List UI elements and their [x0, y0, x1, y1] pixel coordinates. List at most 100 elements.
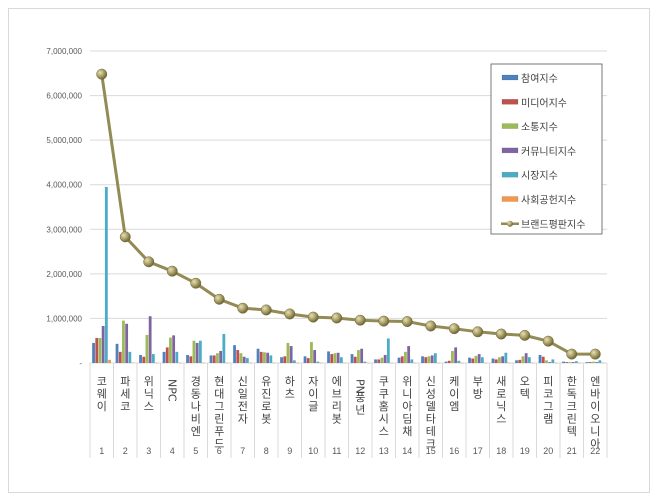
svg-text:비: 비 [191, 413, 201, 426]
bar [424, 357, 428, 363]
bar-series [92, 186, 605, 364]
svg-text:PN: PN [353, 379, 366, 394]
bar [225, 362, 229, 364]
svg-text:타: 타 [426, 413, 436, 426]
svg-text:스: 스 [496, 413, 506, 426]
x-rank-number: 8 [264, 446, 269, 456]
bar [484, 362, 487, 364]
svg-text:엔: 엔 [191, 425, 201, 438]
bar [192, 340, 196, 363]
x-rank-number: 17 [473, 446, 483, 456]
x-category-label: 파세코 [120, 375, 130, 413]
y-tick-label: 3,000,000 [46, 225, 82, 234]
bar [195, 342, 199, 363]
bar [339, 357, 343, 363]
svg-text:테: 테 [426, 425, 436, 438]
svg-text:NPC: NPC [165, 379, 178, 402]
svg-text:일: 일 [238, 387, 248, 401]
x-rank-number: 20 [543, 446, 553, 456]
x-rank-number: 12 [355, 446, 365, 456]
svg-text:글: 글 [308, 400, 318, 413]
bar [407, 346, 411, 363]
bar [165, 347, 169, 363]
bar [101, 326, 105, 363]
bar [98, 338, 102, 363]
line-marker [331, 312, 343, 324]
legend-item: 미디어지수 [501, 97, 567, 109]
bar [451, 350, 454, 363]
x-category-label: 오텍 [520, 375, 530, 401]
svg-text:쿠: 쿠 [379, 388, 389, 401]
legend-item: 사회공헌지수 [501, 195, 576, 207]
bar [131, 362, 135, 364]
svg-text:이: 이 [97, 400, 107, 413]
bar [562, 361, 565, 363]
bar [162, 351, 166, 363]
bar [404, 351, 407, 363]
svg-text:닉: 닉 [496, 400, 506, 413]
svg-text:이: 이 [308, 388, 318, 401]
line-marker [190, 277, 202, 289]
svg-text:자: 자 [308, 375, 318, 388]
line-marker [307, 311, 319, 323]
svg-text:케: 케 [449, 375, 459, 388]
bar [333, 353, 337, 363]
bar [360, 348, 364, 363]
x-category-label: 위닉스 [144, 375, 154, 413]
legend-label: 소통지수 [521, 122, 558, 134]
bar [494, 359, 498, 363]
y-tick-label: 6,000,000 [46, 92, 82, 101]
bar [198, 340, 202, 363]
line-marker [96, 68, 108, 80]
bar [139, 354, 142, 363]
bar [222, 334, 226, 363]
svg-text:전: 전 [238, 400, 248, 413]
svg-text:크: 크 [426, 438, 436, 451]
legend-item: 소통지수 [501, 122, 558, 134]
bar [125, 323, 129, 363]
x-rank-number: 5 [193, 446, 198, 456]
bar [592, 361, 595, 363]
legend-swatch-icon [501, 99, 519, 105]
svg-text:린: 린 [214, 413, 224, 426]
svg-text:신: 신 [238, 375, 248, 388]
legend-item: 시장지수 [501, 170, 558, 182]
svg-text:웨: 웨 [97, 388, 107, 401]
svg-text:홈: 홈 [379, 399, 389, 413]
svg-text:코: 코 [120, 400, 130, 413]
line-marker [425, 320, 437, 332]
bar [151, 354, 155, 363]
x-rank-number: 1 [99, 446, 104, 456]
x-rank-number: 19 [520, 446, 530, 456]
svg-text:스: 스 [144, 400, 154, 413]
bar [296, 362, 299, 364]
x-rank-number: 9 [287, 446, 292, 456]
bar [266, 352, 270, 363]
bar [108, 359, 111, 363]
bar [468, 357, 471, 363]
legend-label: 시장지수 [521, 170, 558, 182]
bar [353, 356, 357, 363]
svg-text:피: 피 [543, 375, 553, 388]
x-rank-number: 11 [332, 446, 341, 456]
bar [383, 354, 387, 363]
svg-text:동: 동 [191, 388, 201, 401]
svg-text:자: 자 [238, 413, 248, 426]
bar [507, 362, 511, 364]
svg-text:시: 시 [379, 413, 389, 426]
bar [245, 358, 249, 363]
x-rank-number: 21 [567, 446, 577, 456]
x-rank-number: 6 [217, 446, 222, 456]
legend-swatch-icon [501, 123, 519, 129]
svg-text:진: 진 [261, 388, 271, 401]
x-category-label: 하츠 [285, 374, 295, 401]
bar [568, 362, 572, 363]
bar [330, 354, 334, 363]
svg-text:유: 유 [261, 375, 271, 388]
svg-text:스: 스 [379, 425, 389, 438]
bar [319, 362, 323, 364]
